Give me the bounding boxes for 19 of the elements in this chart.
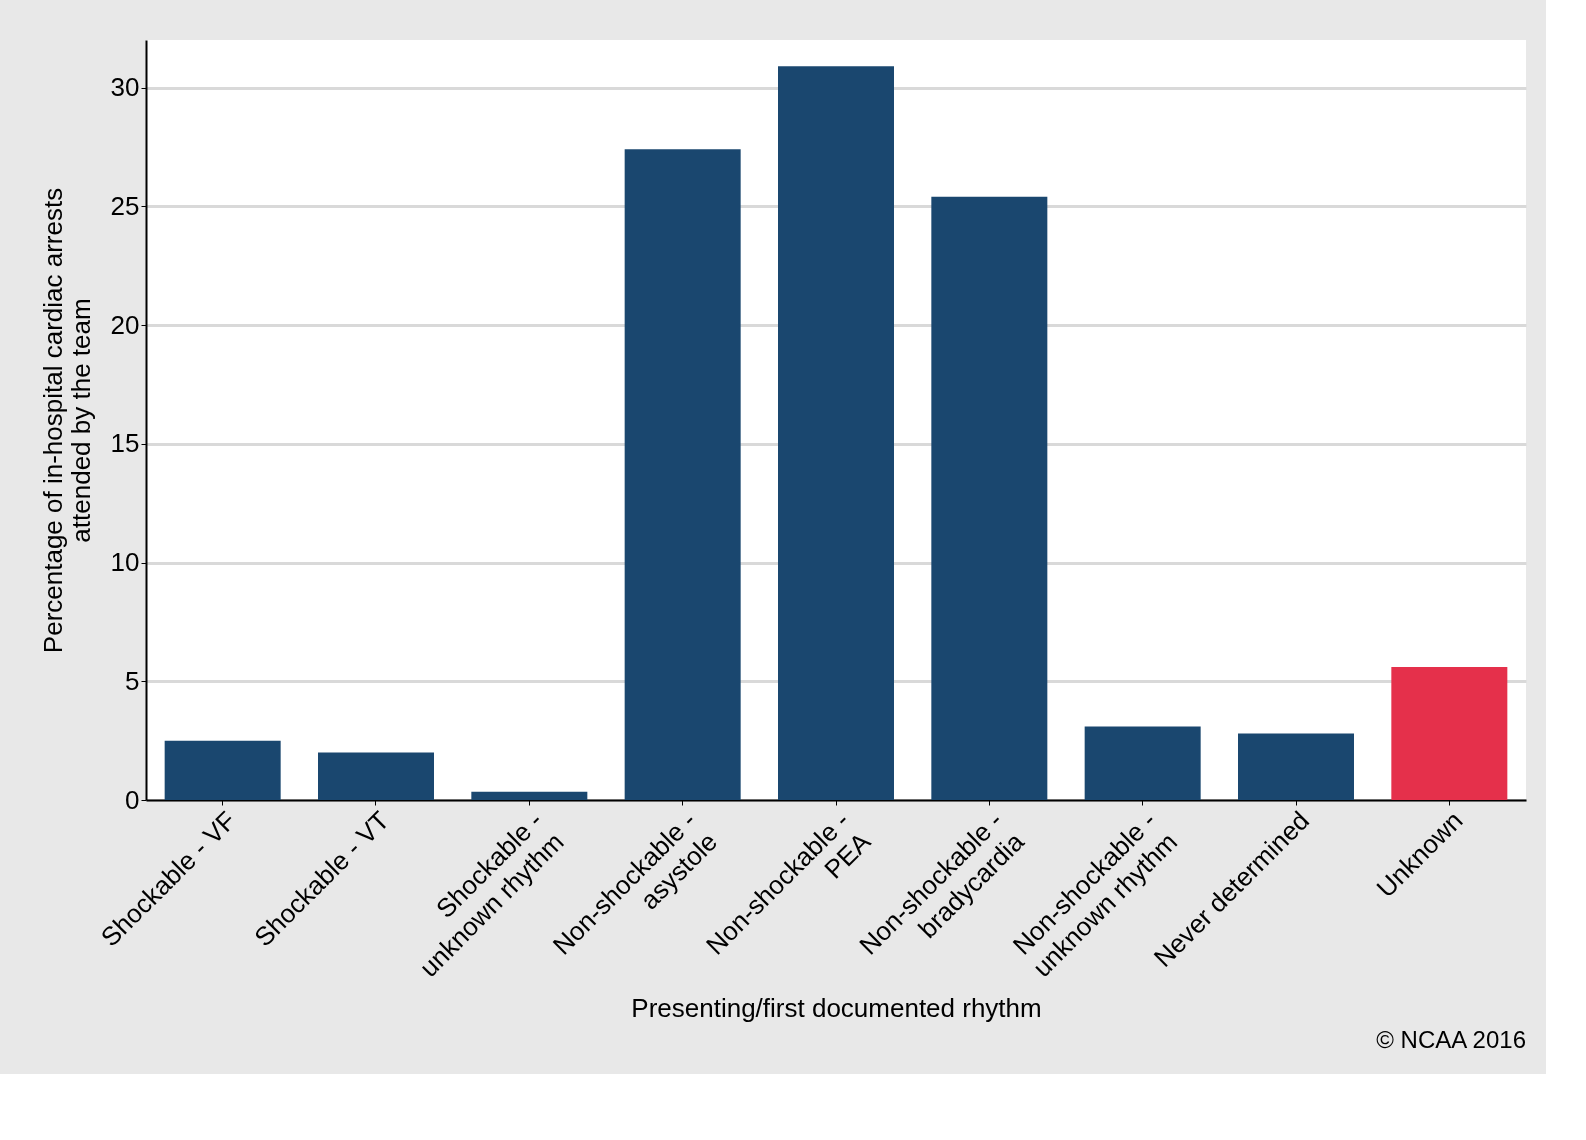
bar [931, 196, 1048, 800]
y-tick-label: 30 [110, 72, 140, 102]
y-tick-label: 20 [110, 309, 140, 340]
y-tick-label: 5 [125, 665, 140, 696]
y-axis-title: Percentage of in-hospital cardiac arrests attended by the team [37, 187, 96, 654]
y-tick-label: 25 [110, 190, 140, 221]
bar [1391, 667, 1508, 800]
x-axis-title: Presenting/first documented rhythm [631, 992, 1042, 1023]
text: © NCAA 2016 [1376, 1026, 1526, 1054]
y-tick-label: 0 [125, 784, 140, 815]
y-tick-label: 10 [110, 547, 140, 577]
bar [778, 66, 894, 800]
y-tick-label: 15 [110, 428, 140, 459]
bar [1084, 726, 1201, 800]
bar [471, 791, 588, 800]
bar [318, 752, 434, 800]
bar [1238, 733, 1354, 800]
bar [624, 149, 741, 800]
bar [164, 740, 281, 800]
